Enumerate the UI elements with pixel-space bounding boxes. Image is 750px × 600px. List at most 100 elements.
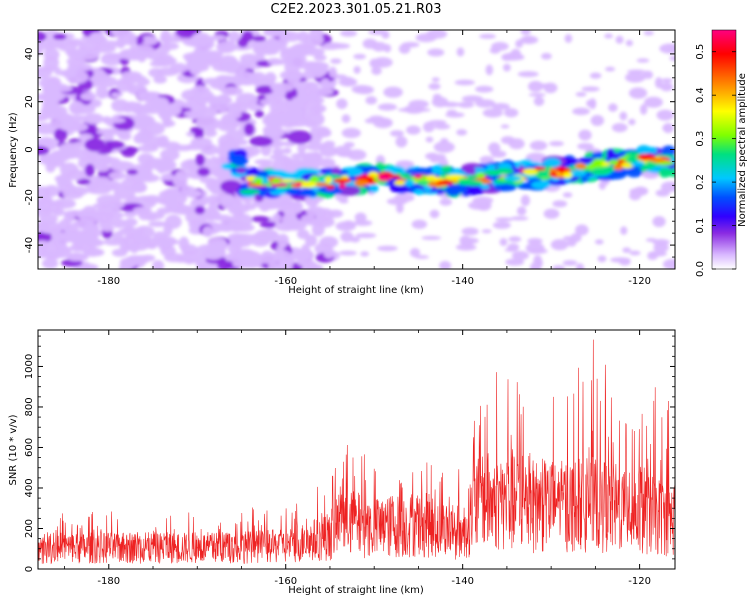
noise-blob: [492, 102, 510, 111]
noise-blob: [562, 192, 573, 198]
noise-blob: [341, 127, 361, 139]
noise-blob: [78, 40, 102, 53]
noise-blob: [353, 53, 366, 60]
noise-blob: [428, 119, 447, 125]
noise-blob: [79, 213, 104, 223]
noise-blob: [479, 155, 494, 164]
noise-blob: [525, 242, 545, 254]
noise-blob: [327, 209, 344, 218]
snr-y-ticks: 0 200 400 600 800 1000: [24, 335, 675, 572]
noise-blob: [495, 217, 514, 222]
noise-blob: [221, 113, 234, 127]
signal-blob: [446, 186, 469, 193]
y-tick-label: 200: [24, 519, 35, 538]
noise-blob: [371, 41, 388, 52]
signal-blob: [331, 167, 341, 177]
colorbar-gradient: [711, 29, 737, 270]
noise-blob: [662, 125, 670, 131]
colorbar-tick-label: 0.1: [695, 218, 706, 234]
signal-peak-blob: [299, 181, 317, 188]
signal-blob: [464, 166, 476, 175]
noise-blob: [660, 82, 674, 92]
noise-blob: [72, 63, 93, 72]
colorbar-tick-label: 0.3: [695, 131, 706, 147]
noise-blob: [182, 190, 201, 197]
signal-peak-blob: [403, 179, 415, 187]
noise-blob: [53, 33, 67, 40]
noise-blob: [88, 231, 99, 241]
noise-blob: [628, 87, 648, 99]
noise-blob: [431, 77, 440, 82]
signal-peak-blob: [522, 168, 538, 176]
noise-blob: [202, 77, 223, 86]
noise-blob: [209, 34, 227, 41]
noise-blob: [415, 33, 437, 43]
signal-peak-blob: [584, 165, 598, 169]
y-tick-label: 0: [24, 146, 35, 152]
noise-blob: [38, 145, 50, 156]
y-tick-label: 1000: [24, 354, 35, 379]
noise-blob: [272, 249, 292, 264]
noise-blob: [342, 76, 355, 86]
noise-blob: [153, 75, 167, 84]
noise-blob: [660, 181, 675, 193]
noise-blob: [83, 222, 100, 233]
noise-blob: [456, 47, 465, 57]
noise-blob: [291, 96, 304, 105]
noise-blob: [269, 122, 283, 135]
signal-peak-blob: [413, 175, 423, 179]
noise-blob: [533, 96, 545, 107]
colorbar-tick-label: 0.2: [695, 174, 706, 190]
noise-blob: [510, 216, 529, 221]
noise-blob: [194, 97, 207, 107]
x-tick-label: -120: [628, 276, 651, 287]
noise-blob: [208, 165, 221, 176]
noise-blob: [300, 92, 318, 102]
noise-blob: [406, 125, 421, 135]
noise-blob: [140, 254, 156, 262]
noise-blob: [276, 233, 289, 247]
noise-blob: [51, 231, 68, 242]
signal-peak-blob: [484, 169, 503, 176]
noise-blob: [55, 247, 72, 259]
noise-blob: [619, 111, 628, 121]
noise-blob: [227, 102, 242, 113]
signal-peak-blob: [534, 170, 552, 178]
noise-blob: [161, 174, 176, 181]
noise-blob: [341, 114, 351, 124]
noise-blob: [118, 132, 132, 141]
noise-blob: [80, 92, 97, 101]
noise-blob: [541, 52, 552, 60]
noise-blob: [377, 245, 398, 252]
signal-blob: [441, 165, 453, 173]
signal-blob: [263, 169, 288, 176]
noise-blob: [323, 248, 335, 259]
noise-blob: [386, 197, 408, 206]
noise-blob: [94, 176, 110, 183]
noise-blob: [351, 85, 372, 94]
noise-blob: [517, 71, 539, 78]
noise-blob: [38, 205, 62, 214]
noise-blob: [654, 77, 663, 89]
signal-peak-blob: [417, 180, 432, 185]
signal-blob: [463, 184, 483, 196]
noise-blob: [319, 236, 339, 248]
colorbar-label: Normalized spectral amplitude: [737, 73, 748, 227]
spectrogram-panel: -180 -160 -140 -120 -40 -20 0 20 40 Height of s…: [8, 29, 676, 296]
signal-peak-blob: [295, 181, 303, 187]
noise-blob: [110, 92, 121, 98]
noise-blob: [604, 33, 613, 39]
noise-blob: [364, 118, 377, 124]
noise-blob: [456, 129, 468, 136]
y-tick-label: 20: [24, 95, 35, 108]
noise-blob: [156, 135, 170, 149]
noise-blob: [628, 118, 636, 126]
noise-blob: [461, 237, 479, 245]
noise-blob: [516, 206, 527, 216]
y-tick-label: 0: [24, 566, 35, 572]
signal-peak-blob: [655, 160, 675, 166]
noise-blob: [103, 238, 125, 246]
noise-blob: [62, 189, 84, 200]
noise-blob: [104, 200, 125, 209]
noise-blob: [302, 33, 324, 47]
